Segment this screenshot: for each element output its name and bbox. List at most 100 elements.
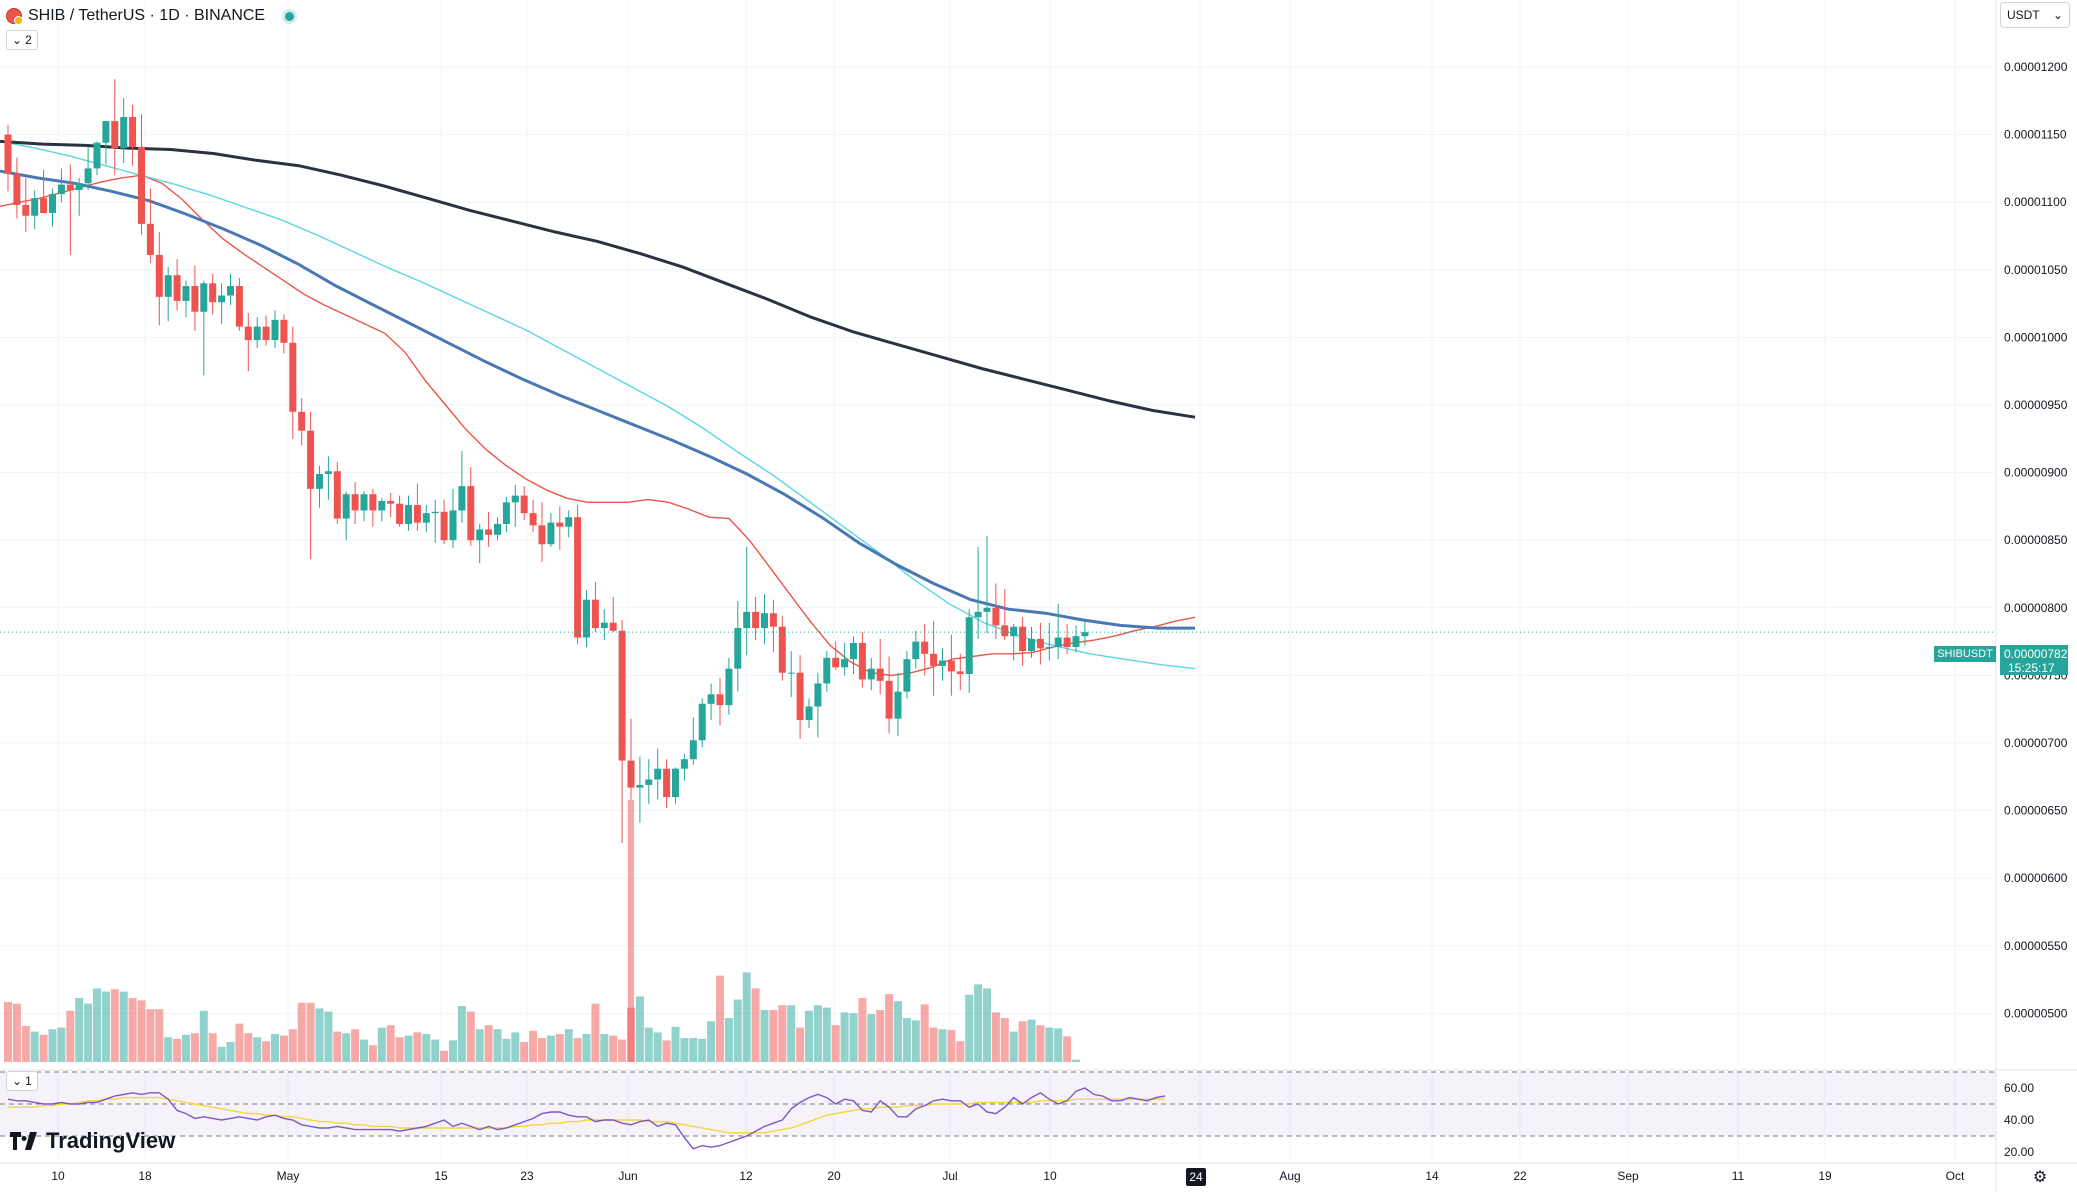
volume-bar xyxy=(831,1025,840,1062)
volume-bar xyxy=(146,1009,155,1062)
candle-body xyxy=(867,668,875,680)
volume-bar xyxy=(671,1026,680,1062)
candle-body xyxy=(930,653,938,666)
volume-bar xyxy=(315,1008,324,1062)
candle-body xyxy=(396,503,404,524)
volume-bar xyxy=(199,1010,208,1062)
chart-grid xyxy=(0,0,1995,1162)
volume-bar xyxy=(324,1011,333,1062)
volume-bar xyxy=(449,1040,457,1062)
candle-body xyxy=(511,495,519,503)
candle-body xyxy=(636,784,644,788)
shib-coin-icon xyxy=(6,8,23,25)
volume-bar xyxy=(938,1029,947,1062)
candle-body xyxy=(538,525,546,545)
candle-body xyxy=(1054,637,1062,648)
volume-bar xyxy=(885,994,894,1062)
candle-body xyxy=(200,283,208,312)
volume-bar xyxy=(591,1003,600,1062)
volume-bar xyxy=(902,1018,911,1062)
volume-bar xyxy=(164,1037,173,1062)
volume-bar xyxy=(805,1010,813,1062)
volume-bar xyxy=(431,1039,440,1062)
candle-body xyxy=(858,642,866,680)
chart-title: SHIB / TetherUS · 1D · BINANCE xyxy=(28,7,266,24)
volume-bar xyxy=(796,1027,805,1062)
volume-bar xyxy=(217,1046,226,1062)
volume-bar xyxy=(573,1038,582,1062)
volume-bar xyxy=(244,1033,253,1062)
time-tick-label: 11 xyxy=(1732,1169,1745,1183)
candle-body xyxy=(547,522,555,545)
candle-body xyxy=(440,511,448,541)
volume-bar xyxy=(110,989,119,1062)
candle-body xyxy=(253,326,261,341)
symbol-label: SHIBUSDT xyxy=(1934,646,1996,662)
candle-body xyxy=(369,494,377,511)
candle-body xyxy=(360,494,368,511)
candle-body xyxy=(689,740,697,760)
candle-body xyxy=(618,630,626,761)
candle-body xyxy=(1036,638,1044,649)
candle-body xyxy=(84,168,92,184)
volume-bar xyxy=(1045,1027,1054,1062)
volume-bar xyxy=(911,1020,920,1062)
volume-bar xyxy=(520,1042,529,1062)
volume-bar xyxy=(716,975,724,1062)
volume-bar xyxy=(582,1034,591,1062)
volume-bar xyxy=(484,1025,493,1062)
volume-bar xyxy=(12,1003,21,1062)
candle-body xyxy=(405,505,412,524)
volume-bar xyxy=(342,1033,351,1062)
currency-unit-select[interactable]: USDT ⌄ xyxy=(2000,2,2070,28)
candle-body xyxy=(903,659,911,692)
candle-body xyxy=(289,342,297,412)
volume-bar xyxy=(119,991,128,1062)
currency-unit-value: USDT xyxy=(2007,8,2040,22)
volume-bar xyxy=(787,1005,796,1062)
volume-bar xyxy=(653,1032,662,1062)
volume-bar xyxy=(733,999,742,1062)
candle-body xyxy=(600,622,608,629)
candle-body xyxy=(1063,637,1071,648)
candle-body xyxy=(832,657,840,668)
candle-body xyxy=(262,326,270,341)
volume-bar xyxy=(698,1038,707,1062)
volume-bar xyxy=(128,998,137,1062)
candle-body xyxy=(467,486,475,541)
candle-body xyxy=(1001,625,1009,637)
time-tick-label: 14 xyxy=(1425,1169,1439,1183)
volume-bar xyxy=(288,1029,297,1062)
chevron-down-icon: ⌄ xyxy=(12,33,23,47)
rsi-collapse-button[interactable]: ⌄ 1 xyxy=(6,1071,38,1091)
volume-bar xyxy=(253,1037,262,1062)
tradingview-logo[interactable]: TradingView xyxy=(10,1128,175,1154)
volume-bar xyxy=(920,1004,929,1062)
time-tick-label: Aug xyxy=(1279,1169,1300,1183)
volume-bar xyxy=(75,998,84,1062)
rsi-tick-label: 20.00 xyxy=(2004,1145,2034,1159)
candle-body xyxy=(316,473,323,489)
candle-body xyxy=(138,146,145,224)
volume-bar xyxy=(1027,1019,1036,1062)
candle-body xyxy=(40,198,48,214)
volume-bars xyxy=(4,800,1080,1062)
volume-bar xyxy=(173,1038,182,1062)
bar-countdown: 15:25:17 xyxy=(2008,661,2055,675)
volume-bar xyxy=(30,1031,39,1062)
indicators-collapse-button[interactable]: ⌄ 2 xyxy=(6,30,38,50)
volume-bar xyxy=(386,1025,395,1062)
candle-body xyxy=(324,471,332,474)
candle-body xyxy=(494,523,501,535)
candle-body xyxy=(778,626,786,673)
volume-bar xyxy=(662,1040,671,1062)
time-tick-label: Jul xyxy=(942,1169,957,1183)
gear-icon[interactable]: ⚙ xyxy=(2032,1169,2048,1186)
volume-bar xyxy=(271,1034,279,1062)
volume-bar xyxy=(760,1010,769,1062)
chevron-down-icon: ⌄ xyxy=(2052,8,2063,22)
volume-bar xyxy=(609,1035,618,1062)
candle-body xyxy=(698,703,706,741)
volume-bar xyxy=(680,1038,689,1062)
